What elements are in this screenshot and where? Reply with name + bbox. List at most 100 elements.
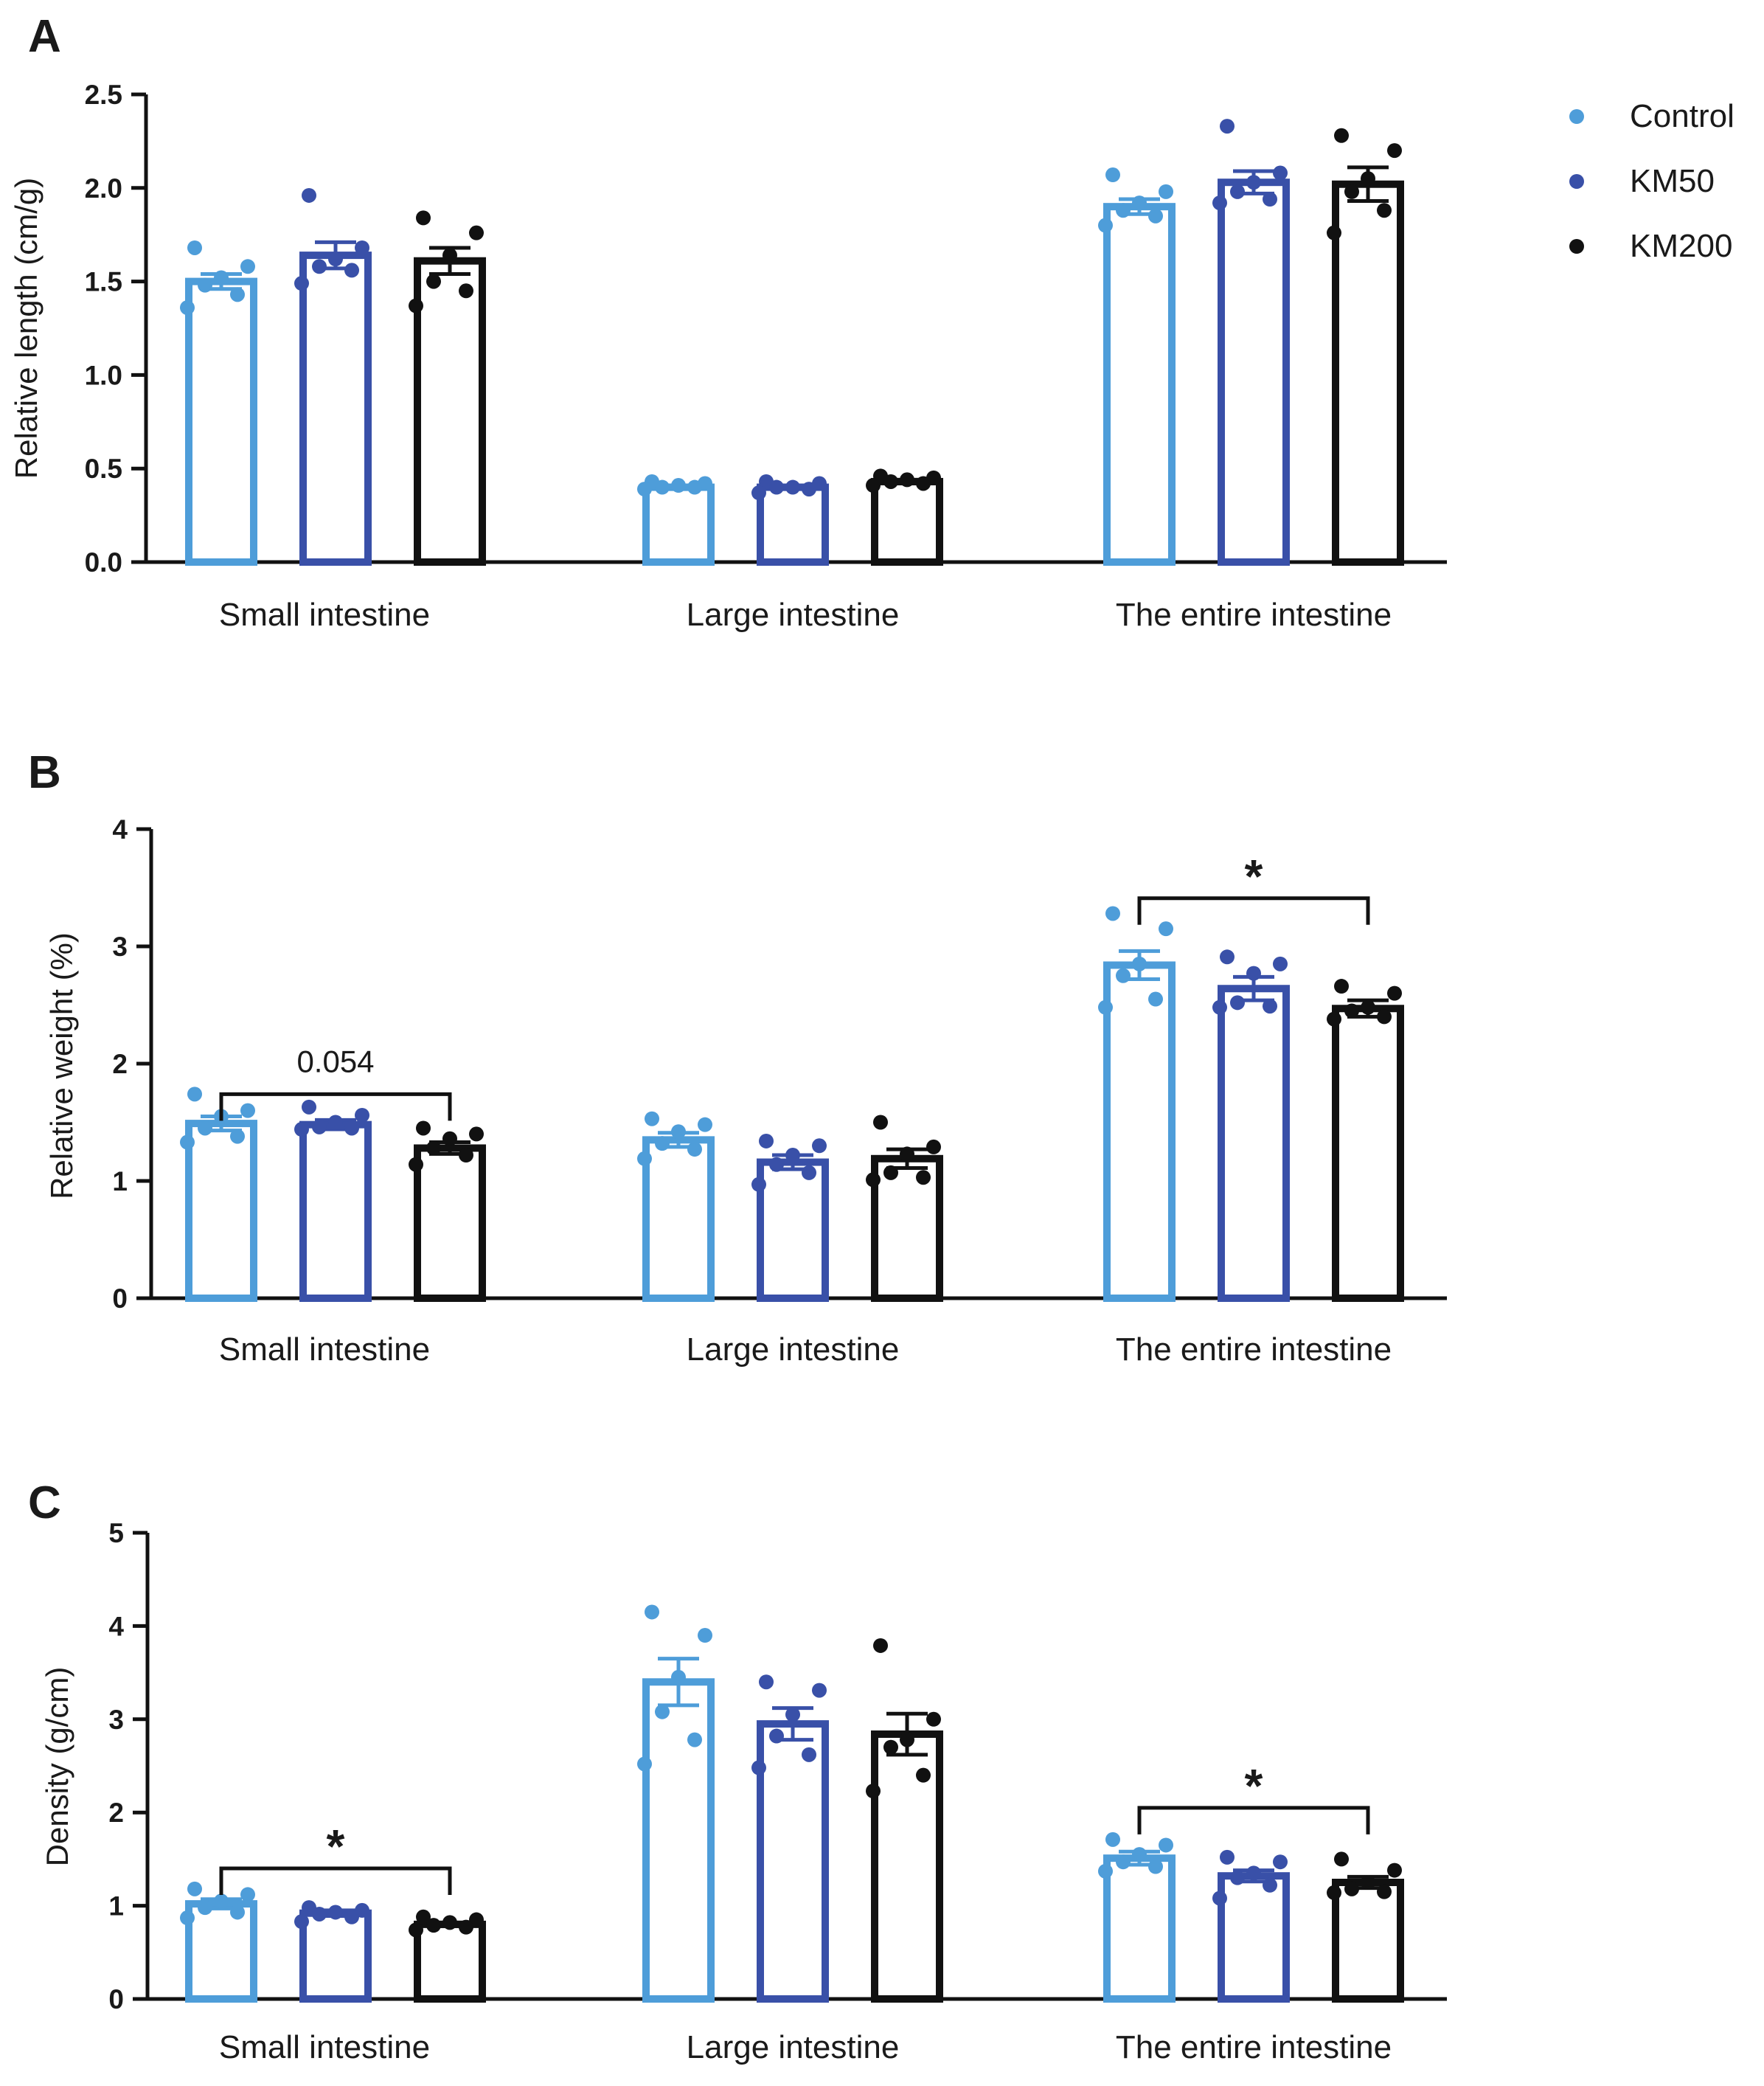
- data-point: [671, 478, 686, 493]
- data-point: [426, 1918, 441, 1933]
- data-point: [1098, 1863, 1113, 1879]
- data-point: [883, 1739, 898, 1755]
- y-tick-label: 4: [108, 1611, 124, 1641]
- data-point: [900, 472, 914, 488]
- data-point: [409, 298, 423, 313]
- panel-a: A 0.0 0.5 1.0 1.5 2.0 2.5 Relative length (cm/g…: [9, 11, 1447, 633]
- legend-label: KM50: [1630, 163, 1715, 199]
- data-point: [469, 1126, 484, 1142]
- legend-label: KM200: [1630, 228, 1732, 264]
- data-point: [1377, 1009, 1392, 1025]
- significance-label: 0.054: [296, 1044, 374, 1078]
- legend-marker: [1569, 109, 1584, 124]
- data-point: [459, 1148, 473, 1163]
- bar: [1218, 179, 1290, 566]
- y-tick-label: 0: [108, 1984, 124, 2014]
- data-point: [1273, 956, 1288, 971]
- y-axis-label: Relative length (cm/g): [9, 178, 44, 479]
- data-point: [1098, 999, 1113, 1015]
- data-point: [802, 482, 816, 497]
- data-point: [312, 259, 327, 274]
- y-tick-label: 2.0: [85, 173, 122, 204]
- bar: [642, 1136, 715, 1302]
- data-point: [687, 479, 702, 495]
- data-point: [469, 1912, 484, 1927]
- data-point: [1327, 1011, 1341, 1027]
- data-point: [1148, 1859, 1163, 1874]
- bar: [1218, 985, 1290, 1302]
- data-point: [687, 1732, 702, 1747]
- data-point: [328, 1905, 343, 1920]
- bar: [185, 1120, 257, 1302]
- data-point: [655, 1136, 670, 1151]
- data-point: [751, 1177, 766, 1192]
- data-point: [1273, 165, 1288, 181]
- data-point: [416, 1120, 431, 1136]
- data-point: [1230, 995, 1245, 1011]
- data-point: [355, 1107, 369, 1123]
- data-point: [1212, 999, 1227, 1015]
- data-point: [240, 1103, 255, 1118]
- y-tick-label: 1: [112, 1166, 128, 1196]
- data-point: [1105, 1832, 1120, 1847]
- data-point: [442, 248, 457, 263]
- data-point: [214, 1893, 229, 1909]
- data-point: [1105, 906, 1120, 921]
- data-point: [312, 1906, 327, 1922]
- data-point: [1377, 1884, 1392, 1899]
- bar: [1332, 1005, 1404, 1303]
- legend-marker: [1569, 239, 1584, 254]
- data-point: [1246, 966, 1261, 981]
- y-tick-label: 0: [112, 1283, 128, 1314]
- data-point: [785, 479, 800, 495]
- data-point: [671, 1669, 686, 1685]
- data-point: [180, 1134, 195, 1150]
- data-point: [812, 1138, 827, 1154]
- significance-label: *: [1245, 1759, 1263, 1812]
- data-point: [769, 1728, 784, 1744]
- data-point: [900, 1732, 914, 1747]
- data-point: [1132, 956, 1147, 971]
- x-category-label: Large intestine: [687, 1331, 900, 1368]
- data-point: [1361, 1875, 1375, 1890]
- data-point: [1159, 184, 1173, 199]
- x-category-label: Small intestine: [219, 2029, 430, 2065]
- data-point: [916, 1170, 931, 1185]
- data-point: [655, 1704, 670, 1719]
- data-point: [294, 276, 309, 291]
- data-point: [1263, 192, 1277, 207]
- bar: [1332, 1879, 1404, 2003]
- data-point: [1327, 1885, 1341, 1900]
- panel-c: C 0 1 2 3 4 5 Density (g/cm) Small intestine Larg…: [28, 1477, 1447, 2065]
- data-point: [1159, 921, 1173, 937]
- y-tick-label: 2.5: [85, 80, 122, 110]
- y-axis-label: Density (g/cm): [40, 1667, 74, 1867]
- data-point: [1327, 225, 1341, 240]
- data-point: [785, 1707, 800, 1722]
- data-point: [883, 1165, 898, 1180]
- bar: [185, 1900, 257, 2003]
- significance-bracket: [1137, 896, 1370, 925]
- bar: [414, 1920, 486, 2003]
- data-point: [442, 1915, 457, 1930]
- data-point: [294, 1122, 309, 1137]
- data-point: [344, 1909, 359, 1924]
- significance-bracket: [1137, 1806, 1370, 1834]
- x-category-label: Small intestine: [219, 597, 430, 633]
- data-point: [230, 1905, 245, 1920]
- y-tick-label: 1: [108, 1891, 124, 1922]
- data-point: [442, 1131, 457, 1146]
- data-point: [785, 1148, 800, 1163]
- data-point: [1387, 985, 1402, 1001]
- data-point: [1361, 999, 1375, 1015]
- data-point: [459, 283, 473, 299]
- x-category-label: Large intestine: [687, 597, 900, 633]
- data-point: [1387, 143, 1402, 159]
- bar: [1103, 203, 1176, 566]
- y-tick-label: 1.0: [85, 360, 122, 390]
- data-point: [1116, 1854, 1131, 1870]
- bar: [757, 1720, 829, 2003]
- bar: [757, 483, 829, 566]
- data-point: [1148, 991, 1163, 1007]
